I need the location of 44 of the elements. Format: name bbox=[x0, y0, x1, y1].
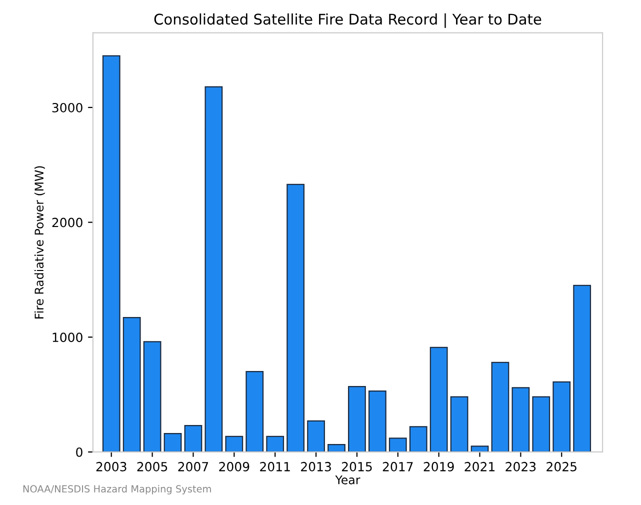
bar bbox=[512, 387, 530, 452]
x-tick-label: 2021 bbox=[464, 462, 494, 472]
x-tick-label: 2015 bbox=[342, 462, 372, 472]
bar bbox=[143, 341, 162, 452]
x-tick-label: 2007 bbox=[178, 462, 208, 472]
bar bbox=[164, 433, 182, 452]
bar bbox=[552, 381, 571, 452]
x-tick-label: 2013 bbox=[301, 462, 331, 472]
x-tick-label: 2009 bbox=[219, 462, 250, 472]
bar bbox=[286, 184, 304, 452]
bar bbox=[184, 425, 202, 452]
x-axis-title: Year bbox=[335, 476, 360, 484]
y-axis-title: Fire Radiative Power (MW) bbox=[34, 166, 45, 318]
chart-title: Consolidated Satellite Fire Data Record | Year to Date bbox=[154, 13, 542, 28]
bar bbox=[225, 436, 244, 452]
bar bbox=[430, 346, 448, 452]
x-tick-label: 2011 bbox=[260, 462, 290, 472]
bar bbox=[307, 420, 325, 452]
bar bbox=[266, 436, 284, 452]
bar bbox=[246, 371, 264, 452]
bar bbox=[102, 55, 120, 452]
bar bbox=[532, 396, 550, 452]
text: NOAA/NESDIS Hazard Mapping System bbox=[23, 484, 211, 494]
bar bbox=[573, 284, 592, 452]
x-tick-label: 2005 bbox=[137, 462, 168, 472]
x-tick-label: 2023 bbox=[506, 462, 536, 472]
y-tick-label: 3000 bbox=[52, 102, 82, 112]
x-tick-label: 2019 bbox=[424, 462, 454, 472]
bar bbox=[328, 444, 346, 452]
bar bbox=[388, 438, 407, 452]
bar bbox=[368, 390, 386, 452]
bar bbox=[491, 362, 510, 452]
bar bbox=[204, 86, 223, 452]
x-tick-label: 2017 bbox=[382, 462, 413, 472]
bar bbox=[470, 446, 489, 452]
bar bbox=[409, 426, 428, 452]
x-tick-label: 2025 bbox=[546, 462, 576, 472]
y-tick-label: 0 bbox=[76, 447, 82, 457]
x-tick-label: 2003 bbox=[96, 462, 126, 472]
bar bbox=[122, 317, 141, 452]
bar bbox=[348, 386, 366, 452]
y-tick-label: 2000 bbox=[52, 218, 82, 228]
y-tick-label: 1000 bbox=[52, 332, 82, 342]
bar bbox=[450, 396, 468, 452]
